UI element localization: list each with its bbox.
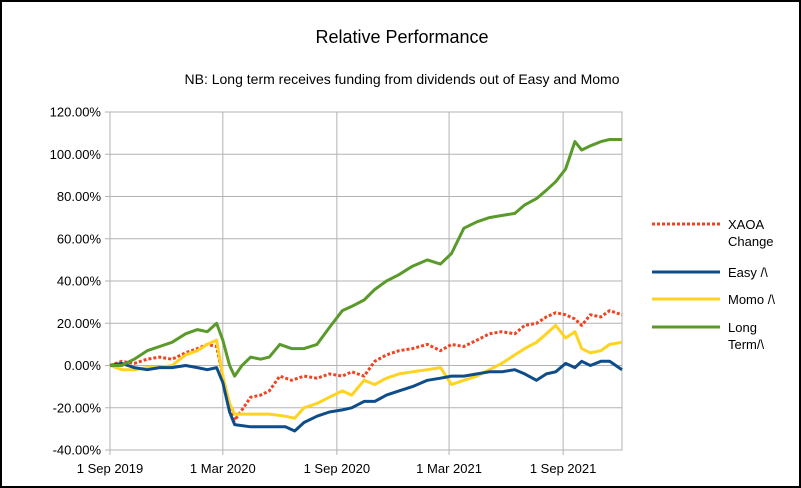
- y-tick-label: 20.00%: [57, 316, 102, 331]
- y-tick-label: 60.00%: [57, 231, 102, 246]
- y-tick-label: 120.00%: [50, 105, 102, 120]
- legend-label: Long Term/\: [728, 320, 765, 352]
- y-tick-label: 100.00%: [50, 147, 102, 162]
- y-tick-label: -20.00%: [53, 400, 102, 415]
- x-tick-label: 1 Mar 2020: [190, 461, 256, 476]
- x-tick-label: 1 Sep 2019: [77, 461, 144, 476]
- y-tick-label: 0.00%: [64, 358, 101, 373]
- x-tick-label: 1 Sep 2021: [530, 461, 597, 476]
- y-tick-label: -40.00%: [53, 443, 102, 458]
- plot-area: 120.00% 100.00% 80.00% 60.00% 40.00% 20.00% 0.…: [50, 105, 623, 476]
- legend-label: XAOA Change: [728, 217, 774, 249]
- chart-subtitle: NB: Long term receives funding from divi…: [185, 71, 620, 87]
- plot-border: [109, 111, 623, 451]
- legend-label: Easy /\: [728, 265, 768, 280]
- series-line-1: [109, 359, 623, 433]
- legend: XAOA Change Easy /\ Momo /\ Long Term/\: [652, 217, 775, 352]
- y-tick-label: 40.00%: [57, 274, 102, 289]
- legend-label: Momo /\: [728, 292, 775, 307]
- y-tick-label: 80.00%: [57, 189, 102, 204]
- x-tick-label: 1 Mar 2021: [416, 461, 482, 476]
- series-line-3: [110, 138, 622, 378]
- series-line-2: [109, 323, 623, 420]
- x-tick-label: 1 Sep 2020: [304, 461, 371, 476]
- chart-title: Relative Performance: [315, 27, 488, 47]
